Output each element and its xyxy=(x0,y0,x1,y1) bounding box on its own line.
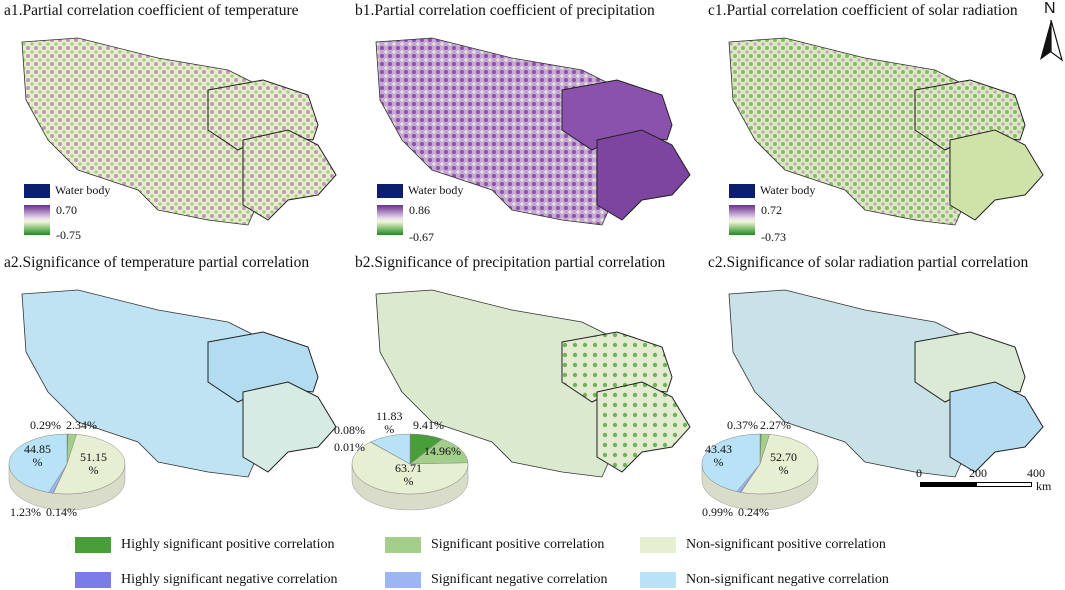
region-west xyxy=(375,37,623,226)
pie-c2-hsp-label: 0.37% xyxy=(727,418,758,432)
north-arrow-icon: N xyxy=(1038,0,1064,62)
pie-b2 xyxy=(351,433,469,511)
region-southeast xyxy=(949,381,1044,473)
scale-unit: km xyxy=(1036,479,1052,493)
colorbar-c1 xyxy=(729,205,755,235)
water-swatch xyxy=(729,183,755,198)
pie-slice-nsn xyxy=(8,433,68,493)
pie-c2-sn-label: 0.99% xyxy=(702,505,733,519)
legend-hsn: Highly significant negative correlation xyxy=(75,572,338,588)
region-west xyxy=(728,289,976,478)
pie-a2-sp-label: 2.34% xyxy=(66,418,97,432)
region-west xyxy=(21,289,269,478)
pie-slice-nsn xyxy=(370,433,411,465)
water-swatch xyxy=(24,183,50,198)
pie-a2-nsn-label: 44.85 % xyxy=(24,442,51,469)
title-c1: c1.Partial correlation coefficient of so… xyxy=(708,2,1018,19)
water-legend-a1: Water body xyxy=(24,183,110,198)
region-southeast xyxy=(596,381,691,473)
colorbar-b1-min: -0.67 xyxy=(409,230,434,244)
legend-sp-label: Significant positive correlation xyxy=(431,537,605,552)
pie-b2-sp-label: 14.96% xyxy=(424,444,461,458)
pie-a2-nsp-label: 51.15 % xyxy=(80,450,107,477)
legend-hsp-swatch xyxy=(75,537,111,553)
north-label: N xyxy=(1044,0,1056,17)
region-west xyxy=(375,289,623,478)
water-legend-c1: Water body xyxy=(729,183,815,198)
region-west xyxy=(21,37,269,226)
water-label: Water body xyxy=(408,183,464,197)
title-b1: b1.Partial correlation coefficient of pr… xyxy=(355,2,655,19)
region-west xyxy=(728,37,976,226)
pie-slice-nsp xyxy=(351,441,469,495)
legend-nsp-swatch xyxy=(640,537,676,553)
map-a1 xyxy=(21,37,337,226)
legend-sn-label: Significant negative correlation xyxy=(431,572,608,587)
title-a1: a1.Partial correlation coefficient of te… xyxy=(4,2,299,19)
colorbar-a1-max: 0.70 xyxy=(56,203,77,217)
water-legend-b1: Water body xyxy=(377,183,463,198)
legend-hsn-swatch xyxy=(75,572,111,588)
legend-nsn-label: Non-significant negative correlation xyxy=(686,572,889,587)
legend-hsp: Highly significant positive correlation xyxy=(75,537,334,553)
pie-slice-nsn xyxy=(701,433,761,492)
colorbar-c1-max: 0.72 xyxy=(761,203,782,217)
legend-sp: Significant positive correlation xyxy=(385,537,604,553)
colorbar-a1-min: -0.75 xyxy=(56,228,81,242)
pie-a2-hsn-label: 0.14% xyxy=(46,505,77,519)
scale-tick-200: 200 xyxy=(969,466,987,480)
title-c2: c2.Significance of solar radiation parti… xyxy=(708,254,1029,271)
pie-c2 xyxy=(701,433,819,511)
scale-tick-400: 400 xyxy=(1027,466,1045,480)
water-label: Water body xyxy=(55,183,111,197)
map-b1 xyxy=(375,37,691,226)
legend-sp-swatch xyxy=(385,537,421,553)
legend-nsn: Non-significant negative correlation xyxy=(640,572,889,588)
pie-b2-hsn-label: 0.01% xyxy=(334,440,365,454)
map-c2 xyxy=(728,289,1044,478)
pie-c2-sp-label: 2.27% xyxy=(760,418,791,432)
pie-slice-nsp xyxy=(52,434,126,495)
legend-hsn-label: Highly significant negative correlation xyxy=(121,572,338,587)
region-southeast xyxy=(242,129,337,221)
pie-slice-sp xyxy=(409,438,469,465)
region-southeast xyxy=(949,129,1044,221)
colorbar-b1-max: 0.86 xyxy=(409,203,430,217)
title-a2: a2.Significance of temperature partial c… xyxy=(4,254,310,271)
pie-a2 xyxy=(8,433,126,511)
pie-c2-hsn-label: 0.24% xyxy=(738,505,769,519)
scale-tick-0: 0 xyxy=(916,466,922,480)
pie-b2-nsn-label: 11.83 % xyxy=(376,409,403,436)
pie-b2-nsp-label: 63.71 % xyxy=(395,461,422,488)
pie-a2-hsp-label: 0.29% xyxy=(30,418,61,432)
legend-nsp: Non-significant positive correlation xyxy=(640,537,886,553)
region-southeast xyxy=(596,129,691,221)
pie-b2-hsp-label: 9.41% xyxy=(413,418,444,432)
scale-bar-white xyxy=(976,482,1032,487)
legend-sn: Significant negative correlation xyxy=(385,572,608,588)
pie-c2-nsn-label: 43.43 % xyxy=(705,442,732,469)
legend-sn-swatch xyxy=(385,572,421,588)
pie-a2-sn-label: 1.23% xyxy=(10,505,41,519)
map-b2 xyxy=(375,289,691,478)
water-label: Water body xyxy=(760,183,816,197)
colorbar-c1-min: -0.73 xyxy=(761,230,786,244)
pie-slice-nsp xyxy=(740,434,819,495)
legend-hsp-label: Highly significant positive correlation xyxy=(121,537,335,552)
water-swatch xyxy=(377,183,403,198)
scale-bar-black-left xyxy=(920,482,976,487)
colorbar-a1 xyxy=(24,205,50,235)
title-b2: b2.Significance of precipitation partial… xyxy=(355,254,666,271)
map-c1 xyxy=(728,37,1044,226)
region-southeast xyxy=(242,381,337,473)
scale-bar: 0 200 400 km xyxy=(916,466,1065,496)
legend-nsn-swatch xyxy=(640,572,676,588)
map-a2 xyxy=(21,289,337,478)
legend-nsp-label: Non-significant positive correlation xyxy=(686,537,886,552)
colorbar-b1 xyxy=(377,205,403,235)
pie-b2-sn-label: 0.08% xyxy=(334,423,365,437)
pie-c2-nsp-label: 52.70 % xyxy=(770,450,797,477)
